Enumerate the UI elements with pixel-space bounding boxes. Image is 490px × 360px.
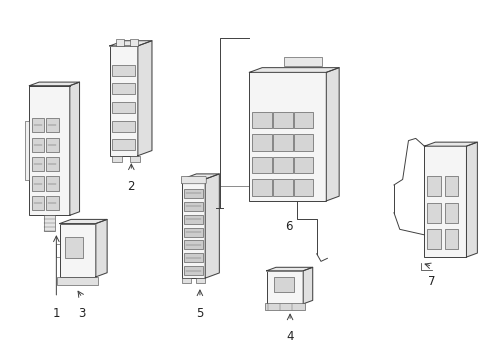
Bar <box>46 176 59 191</box>
Bar <box>273 112 293 128</box>
Polygon shape <box>60 219 107 224</box>
Bar <box>44 215 55 231</box>
Text: 6: 6 <box>285 220 293 233</box>
Bar <box>184 253 203 262</box>
Bar <box>116 39 124 46</box>
Polygon shape <box>110 41 152 46</box>
Bar <box>427 176 441 196</box>
Bar <box>182 179 205 278</box>
Bar <box>252 157 272 173</box>
Text: 7: 7 <box>428 275 436 288</box>
Polygon shape <box>267 267 313 271</box>
Polygon shape <box>303 267 313 304</box>
Bar <box>46 118 59 132</box>
Polygon shape <box>326 68 339 201</box>
Polygon shape <box>205 174 220 278</box>
Bar <box>274 277 294 292</box>
Bar <box>249 72 326 201</box>
Bar <box>60 224 96 277</box>
Bar <box>31 196 45 210</box>
Bar <box>184 189 203 198</box>
Text: 1: 1 <box>52 307 60 320</box>
Bar <box>427 203 441 223</box>
Bar <box>57 277 98 285</box>
Bar <box>184 228 203 237</box>
Bar <box>130 39 138 46</box>
Bar <box>46 138 59 152</box>
Bar <box>110 46 138 156</box>
Bar <box>294 157 314 173</box>
Bar <box>252 112 272 128</box>
Polygon shape <box>424 142 477 146</box>
Bar <box>273 134 293 151</box>
Text: 4: 4 <box>286 330 294 343</box>
Polygon shape <box>29 82 79 86</box>
Bar <box>46 196 59 210</box>
Polygon shape <box>96 219 107 277</box>
Bar <box>445 203 459 223</box>
Bar <box>445 176 459 196</box>
Bar <box>294 112 314 128</box>
Bar <box>184 266 203 275</box>
Bar <box>294 134 314 151</box>
Bar <box>31 176 45 191</box>
Bar <box>130 156 140 162</box>
Bar <box>31 118 45 132</box>
Text: 2: 2 <box>127 180 135 193</box>
Polygon shape <box>70 82 79 215</box>
Bar <box>31 157 45 171</box>
Bar <box>112 121 135 131</box>
Bar <box>252 179 272 196</box>
Bar <box>252 134 272 151</box>
Bar <box>112 83 135 94</box>
FancyBboxPatch shape <box>181 176 206 184</box>
Bar <box>427 229 441 249</box>
Text: 5: 5 <box>196 307 204 320</box>
Bar <box>196 278 205 283</box>
Bar <box>112 156 122 162</box>
Bar <box>46 157 59 171</box>
Bar <box>112 139 135 150</box>
Polygon shape <box>249 68 339 72</box>
Bar <box>445 229 459 249</box>
Bar <box>112 102 135 113</box>
Bar <box>184 202 203 211</box>
Bar <box>267 271 303 304</box>
Bar <box>184 215 203 224</box>
Bar <box>184 240 203 249</box>
Bar <box>65 237 83 258</box>
Bar <box>265 303 305 310</box>
Polygon shape <box>182 174 220 179</box>
Text: 3: 3 <box>78 307 86 320</box>
Bar <box>182 278 191 283</box>
Polygon shape <box>466 142 477 257</box>
Bar <box>284 57 321 66</box>
Bar <box>294 179 314 196</box>
Bar <box>424 146 466 257</box>
Polygon shape <box>138 41 152 156</box>
Bar <box>25 121 29 180</box>
Bar <box>31 138 45 152</box>
Bar <box>112 64 135 76</box>
Bar <box>273 179 293 196</box>
Bar <box>29 86 70 215</box>
Bar <box>273 157 293 173</box>
